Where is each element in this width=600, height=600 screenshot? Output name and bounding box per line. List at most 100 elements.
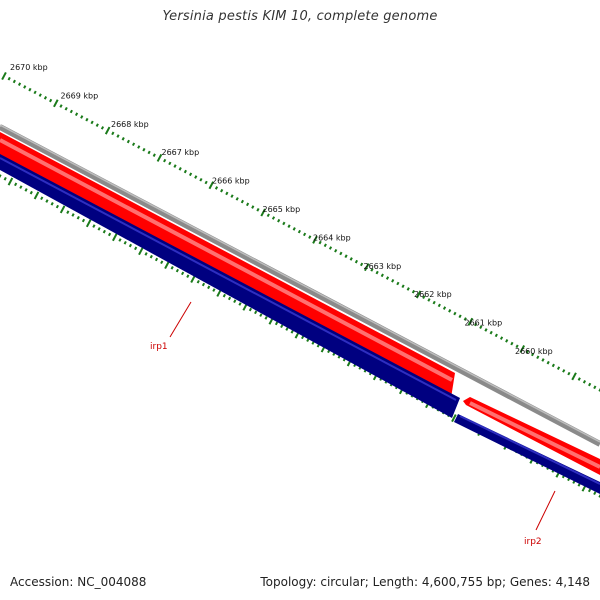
scale-tick-minor (240, 199, 244, 204)
scale-labels: 2670 kbp 2669 kbp 2668 kbp 2667 kbp 2666 kbp… (10, 63, 553, 356)
scale-tick-minor (256, 207, 260, 212)
inner-tick-minor (102, 229, 106, 234)
scale-tick-minor (401, 284, 405, 289)
scale-tick-minor (582, 380, 587, 384)
scale-tick-major (104, 126, 111, 135)
inner-tick-minor (181, 271, 185, 276)
inner-tick-minor (118, 238, 122, 242)
scale-tick-minor (391, 278, 395, 283)
inner-tick-minor (40, 196, 44, 201)
scale-tick-minor (277, 218, 281, 223)
scale-tick-minor (220, 188, 224, 193)
inner-tick-minor (285, 327, 289, 331)
scale-tick-minor (505, 339, 509, 343)
gene-forward-highlight (0, 138, 600, 469)
scale-tick-minor (474, 322, 478, 327)
inner-tick-major (59, 205, 66, 214)
scale-tick-minor (85, 117, 89, 122)
scale-tick-minor (318, 240, 322, 245)
scale-tick-minor (225, 191, 229, 196)
accession-text: Accession: NC_004088 (10, 575, 147, 589)
scale-tick-minor (28, 87, 32, 92)
scale-tick-minor (292, 227, 296, 231)
scale-tick-minor (536, 355, 540, 360)
scale-tick-major (571, 372, 577, 381)
scale-tick-minor (375, 270, 379, 275)
scale-tick-minor (339, 251, 343, 256)
reverse-strand-genes (0, 154, 600, 494)
scale-tick-minor (499, 336, 504, 340)
inner-tick-minor (311, 341, 315, 345)
scale-tick-minor (214, 186, 219, 190)
scale-tick-major (312, 235, 318, 244)
scale-tick-minor (370, 268, 374, 272)
scale-tick-minor (432, 300, 436, 305)
inner-tick-minor (92, 224, 96, 228)
scale-tick-minor (100, 126, 105, 130)
feature-pointer-irp1 (169, 301, 192, 338)
inner-tick-minor (238, 302, 242, 306)
scale-tick-minor (479, 325, 483, 329)
genome-title: Yersinia pestis KIM 10, complete genome (162, 9, 438, 24)
scale-tick-minor (90, 120, 94, 125)
scale-label: 2663 kbp (364, 262, 402, 271)
scale-tick-minor (111, 131, 115, 136)
scale-tick-minor (235, 197, 239, 201)
inner-tick-major (85, 219, 92, 228)
scale-label: 2667 kbp (162, 148, 200, 157)
scale-tick-minor (199, 177, 203, 182)
feature-label-irp2[interactable]: irp2 (524, 537, 542, 547)
inner-tick-minor (264, 316, 268, 320)
inner-tick-minor (76, 215, 80, 220)
inner-tick-minor (0, 174, 2, 178)
inner-tick-minor (248, 307, 253, 312)
feature-label-irp1[interactable]: irp1 (150, 342, 168, 352)
inner-tick-minor (154, 257, 159, 262)
scale-label: 2662 kbp (414, 290, 452, 299)
scale-tick-minor (173, 164, 177, 168)
scale-tick-minor (323, 243, 327, 248)
scale-tick-minor (525, 349, 530, 354)
inner-tick-major (7, 177, 14, 186)
inner-tick-minor (290, 330, 294, 334)
inner-tick-minor (222, 293, 226, 298)
scale-tick-minor (385, 276, 390, 280)
scale-tick-minor (137, 145, 141, 149)
scale-tick-minor (266, 213, 270, 218)
scale-tick-major (1, 71, 7, 81)
scale-label: 2666 kbp (212, 177, 250, 186)
scale-tick-minor (567, 371, 571, 376)
inner-tick-minor (254, 310, 258, 315)
scale-tick-minor (494, 333, 498, 338)
feature-pointer-irp2 (535, 490, 556, 531)
scale-tick-minor (577, 377, 581, 381)
inner-tick-minor (107, 232, 112, 237)
scale-tick-minor (593, 385, 597, 390)
inner-tick-minor (149, 254, 153, 259)
scale-tick-major (208, 181, 215, 190)
scale-tick-minor (437, 303, 441, 308)
scale-tick-minor (442, 306, 447, 310)
inner-tick-minor (24, 188, 28, 192)
scale-label: 2669 kbp (61, 91, 99, 100)
gene-arrow-reverse-2[interactable] (454, 414, 600, 494)
scale-tick-minor (551, 363, 555, 368)
inner-tick-minor (186, 274, 190, 278)
inner-tick-minor (50, 202, 54, 206)
inner-tick-minor (128, 243, 133, 248)
inner-tick-minor (160, 260, 164, 265)
scale-tick-minor (43, 96, 48, 100)
scale-tick-minor (411, 289, 416, 294)
scale-tick-minor (427, 298, 431, 302)
scale-tick-minor (49, 98, 53, 103)
inner-tick-minor (306, 338, 310, 342)
scale-tick-minor (515, 344, 519, 349)
inner-tick-minor (280, 324, 284, 329)
scale-tick-minor (287, 224, 291, 228)
inner-tick-minor (123, 240, 127, 245)
inner-tick-minor (207, 285, 211, 290)
scale-tick-minor (556, 366, 561, 370)
inner-tick-minor (212, 288, 216, 292)
scale-tick-minor (510, 341, 514, 346)
